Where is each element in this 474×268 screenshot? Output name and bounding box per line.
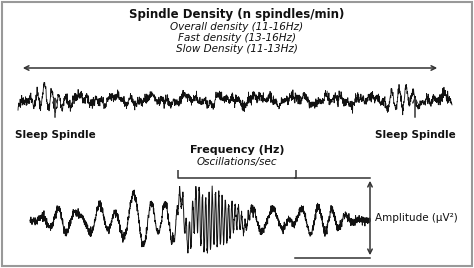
Text: Sleep Spindle: Sleep Spindle: [15, 130, 95, 140]
Text: Frequency (Hz): Frequency (Hz): [190, 145, 284, 155]
Text: Fast density (13-16Hz): Fast density (13-16Hz): [178, 33, 296, 43]
Text: Amplitude (μV²): Amplitude (μV²): [375, 213, 458, 223]
Text: Oscillations/sec: Oscillations/sec: [197, 157, 277, 167]
Text: Spindle Density (n spindles/min): Spindle Density (n spindles/min): [129, 8, 345, 21]
Text: Slow Density (11-13Hz): Slow Density (11-13Hz): [176, 44, 298, 54]
Text: Overall density (11-16Hz): Overall density (11-16Hz): [171, 22, 303, 32]
Text: Sleep Spindle: Sleep Spindle: [374, 130, 456, 140]
